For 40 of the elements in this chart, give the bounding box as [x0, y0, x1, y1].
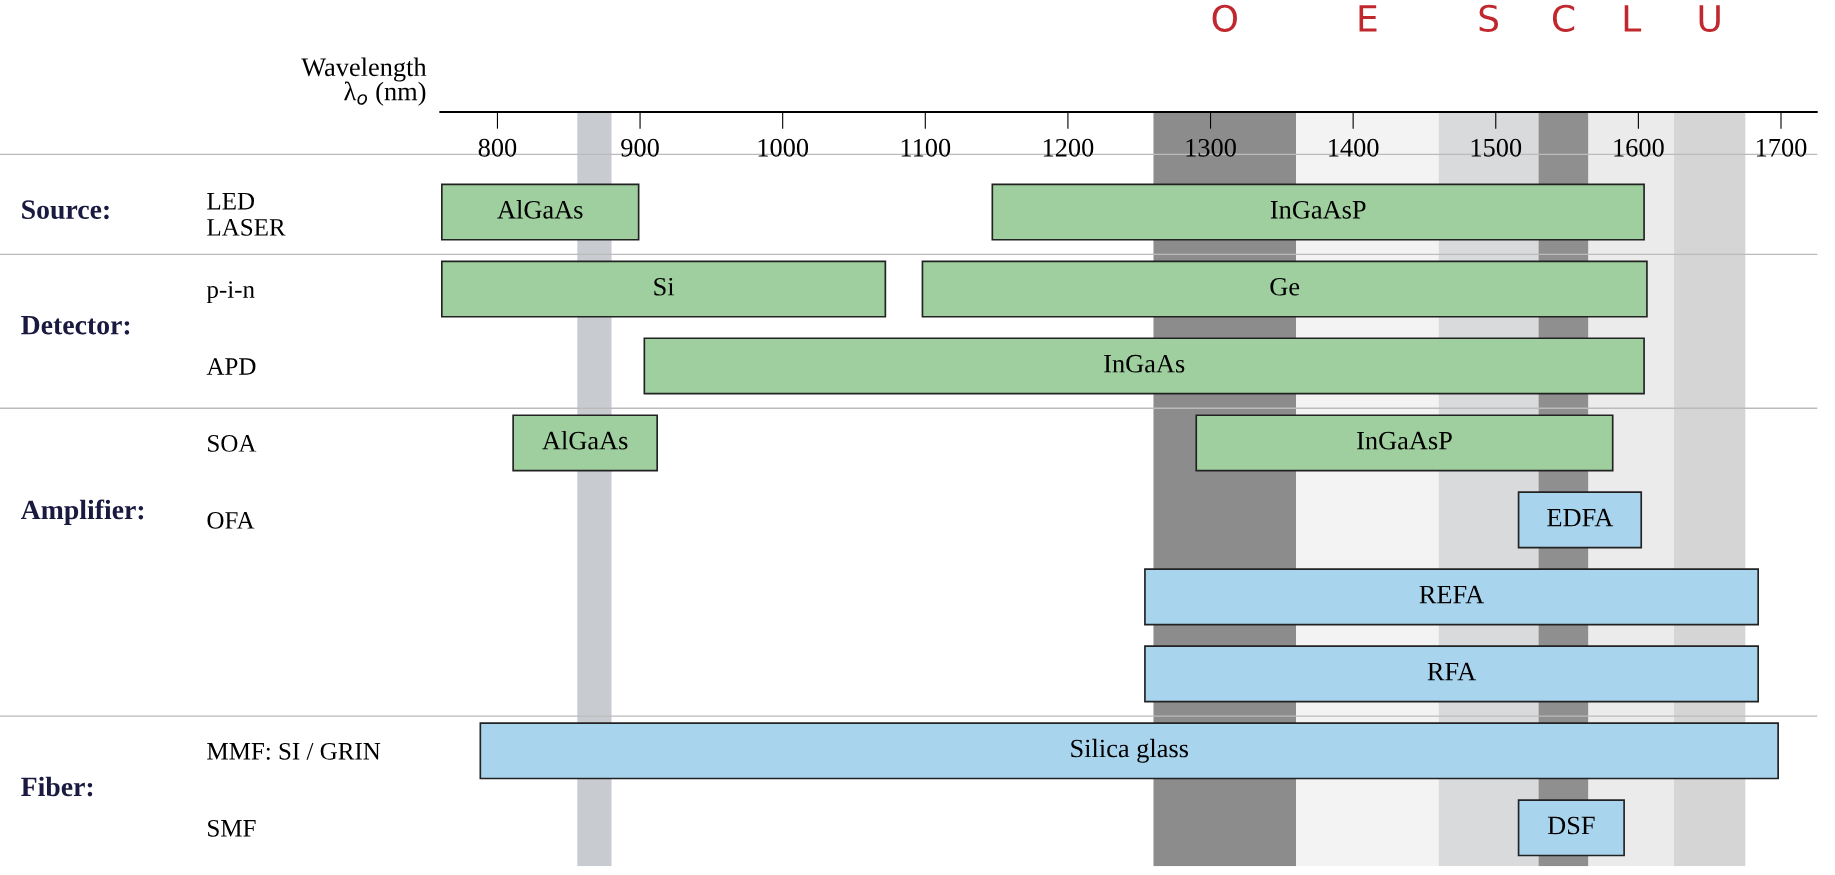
- series-label: InGaAsP: [1357, 431, 1452, 450]
- x-tick-label: 1600: [1614, 138, 1664, 157]
- x-axis-title: Wavelength λ$_{o}$ (nm): [301, 57, 427, 106]
- y-tick-label: LED LASER: [207, 193, 286, 236]
- series-label: EDFA: [1547, 508, 1614, 527]
- x-tick-label: 900: [621, 138, 659, 157]
- source-note: Source:: [22, 200, 109, 220]
- y-tick-label: OFA: [207, 512, 255, 529]
- series-label: Ge: [1270, 277, 1300, 296]
- band-label: E: [1359, 5, 1377, 32]
- series-label: RFA: [1427, 662, 1477, 681]
- x-tick-label: 1200: [1043, 138, 1094, 157]
- y-tick-label: APD: [206, 358, 256, 375]
- text: Fiber:: [21, 776, 93, 797]
- y-tick-label: p-i-n: [206, 281, 255, 304]
- y-tick-label: MMF: SI / GRIN: [207, 742, 381, 760]
- x-tick-label: 1400: [1329, 138, 1379, 157]
- band-label: O: [1212, 4, 1237, 32]
- series-label: InGaAs: [1104, 354, 1185, 373]
- text: Detector:: [21, 315, 130, 335]
- x-tick-label: 1000: [758, 138, 809, 157]
- series-label: Si: [654, 277, 675, 296]
- y-tick-label: SMF: [208, 819, 256, 837]
- band-label: S: [1479, 4, 1499, 32]
- text: Amplifier:: [20, 499, 144, 525]
- y-tick-label: SOA: [208, 435, 257, 452]
- x-tick-label: 1100: [901, 138, 951, 157]
- series-label: AlGaAs: [497, 200, 583, 219]
- series-label: DSF: [1547, 816, 1595, 835]
- x-tick-label: 800: [478, 138, 517, 157]
- series-label: InGaAsP: [1270, 200, 1366, 219]
- series-label: Silica glass: [1071, 738, 1189, 763]
- x-tick-label: 1500: [1471, 138, 1522, 157]
- x-tick-label: 1300: [1186, 138, 1236, 157]
- band-label: L: [1624, 5, 1642, 32]
- band-label: C: [1552, 4, 1575, 32]
- x-tick-label: 1700: [1756, 138, 1807, 157]
- series-label: AlGaAs: [542, 430, 628, 450]
- series-label: REFA: [1419, 585, 1485, 604]
- band-label: U: [1699, 5, 1720, 32]
